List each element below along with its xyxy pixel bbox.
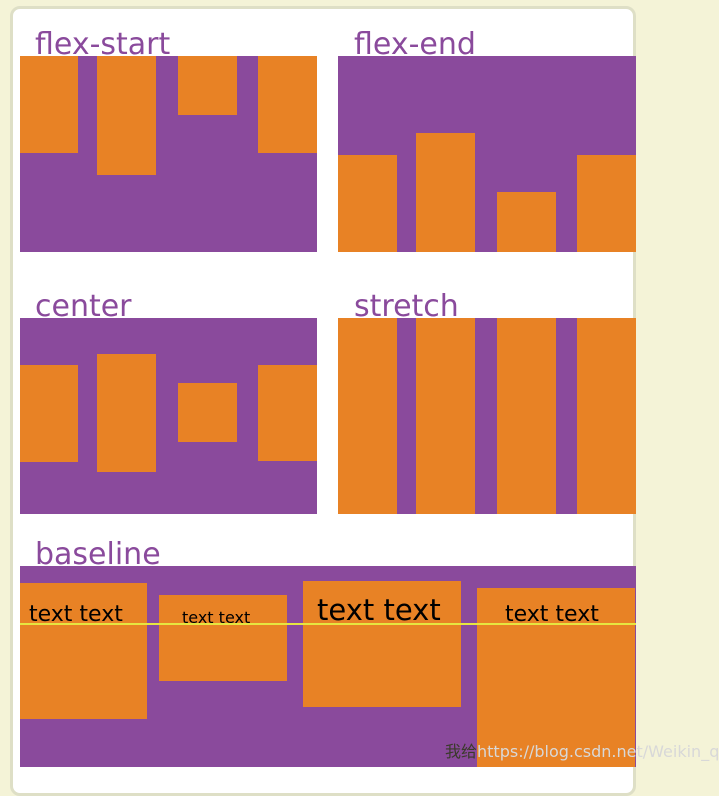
baseline-item-text: text text xyxy=(505,602,599,627)
flex-start-item-3 xyxy=(178,56,237,115)
flex-end-item-1 xyxy=(338,155,397,252)
flex-start-item-2 xyxy=(97,56,156,175)
baseline-item-3: text text xyxy=(303,581,461,707)
flex-start-item-4 xyxy=(258,56,317,153)
flex-end-item-4 xyxy=(577,155,636,252)
flex-end-label: flex-end xyxy=(354,27,476,62)
baseline-item-text: text text xyxy=(317,593,441,627)
stretch-item-3 xyxy=(497,318,556,514)
baseline-container: text text text text text text text text xyxy=(20,566,636,767)
watermark-prefix: 我给 xyxy=(445,742,478,761)
flex-end-item-2 xyxy=(416,133,475,252)
baseline-guide-line xyxy=(20,623,636,625)
flex-start-container xyxy=(20,56,317,252)
baseline-item-1: text text xyxy=(20,583,147,719)
stretch-container xyxy=(338,318,636,514)
baseline-item-4: text text xyxy=(477,588,635,767)
baseline-label: baseline xyxy=(35,537,161,572)
center-item-2 xyxy=(97,354,156,472)
stretch-item-2 xyxy=(416,318,475,514)
flex-start-label: flex-start xyxy=(35,27,171,62)
center-item-3 xyxy=(178,383,237,442)
flex-start-item-1 xyxy=(20,56,78,153)
stretch-item-4 xyxy=(577,318,636,514)
baseline-item-2: text text xyxy=(159,595,287,681)
watermark-url: https://blog.csdn.net/Weikin_qing xyxy=(477,742,719,761)
stretch-item-1 xyxy=(338,318,397,514)
flex-end-item-3 xyxy=(497,192,556,252)
center-item-4 xyxy=(258,365,317,461)
baseline-item-text: text text xyxy=(182,608,251,627)
flex-end-container xyxy=(338,56,636,252)
watermark: 我给https://blog.csdn.net/Weikin_qing xyxy=(445,738,719,762)
stretch-label: stretch xyxy=(354,289,459,324)
center-item-1 xyxy=(20,365,78,462)
center-label: center xyxy=(35,289,132,324)
center-container xyxy=(20,318,317,514)
baseline-item-text: text text xyxy=(29,602,123,627)
